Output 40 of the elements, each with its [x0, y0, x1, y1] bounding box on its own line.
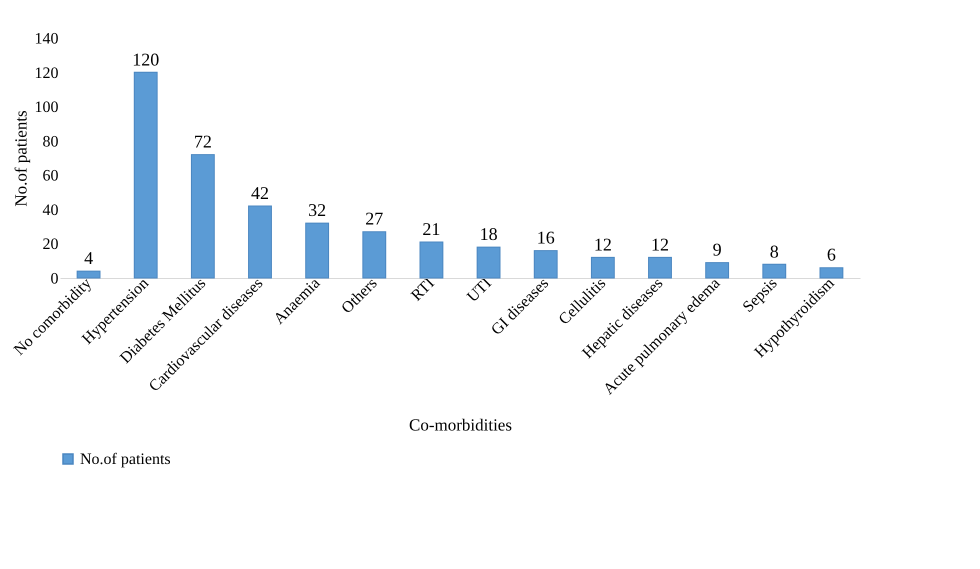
y-tick-label: 120: [34, 64, 58, 82]
data-label: 42: [251, 183, 269, 203]
data-label: 32: [308, 200, 326, 220]
y-tick-label: 140: [34, 30, 58, 48]
bar: [76, 270, 100, 278]
bar: [134, 72, 158, 278]
y-tick-label: 80: [42, 133, 58, 150]
bar: [305, 222, 330, 278]
legend-label: No.of patients: [80, 451, 171, 468]
bar: [248, 206, 272, 278]
x-tick-label: RTI: [408, 274, 438, 304]
x-tick-label: UTI: [464, 274, 495, 306]
y-axis-title: No.of patients: [12, 110, 30, 207]
bar: [590, 256, 615, 278]
data-label: 9: [712, 240, 722, 260]
data-label: 27: [365, 208, 384, 229]
bar: [534, 250, 558, 278]
data-label: 21: [422, 219, 440, 239]
data-label: 6: [826, 244, 836, 265]
bar: [362, 231, 386, 278]
data-label: 8: [770, 241, 779, 262]
y-tick-label: 20: [42, 236, 58, 254]
data-label: 12: [651, 234, 669, 254]
bar: [762, 264, 786, 278]
bar: [820, 267, 844, 278]
y-tick-label: 100: [34, 99, 58, 116]
y-tick-label: 40: [42, 202, 58, 219]
bar: [705, 262, 730, 278]
data-label: 4: [84, 248, 94, 268]
data-label: 16: [536, 228, 555, 248]
data-label: 120: [132, 49, 160, 70]
bar: [648, 256, 672, 278]
data-label: 12: [594, 234, 612, 254]
data-label: 18: [480, 224, 498, 244]
data-label: 72: [194, 132, 212, 152]
bar: [190, 154, 215, 278]
bar: [420, 242, 444, 278]
y-tick-label: 60: [42, 168, 58, 185]
x-axis-title: Co-morbidities: [409, 415, 512, 434]
bar: [476, 246, 500, 278]
